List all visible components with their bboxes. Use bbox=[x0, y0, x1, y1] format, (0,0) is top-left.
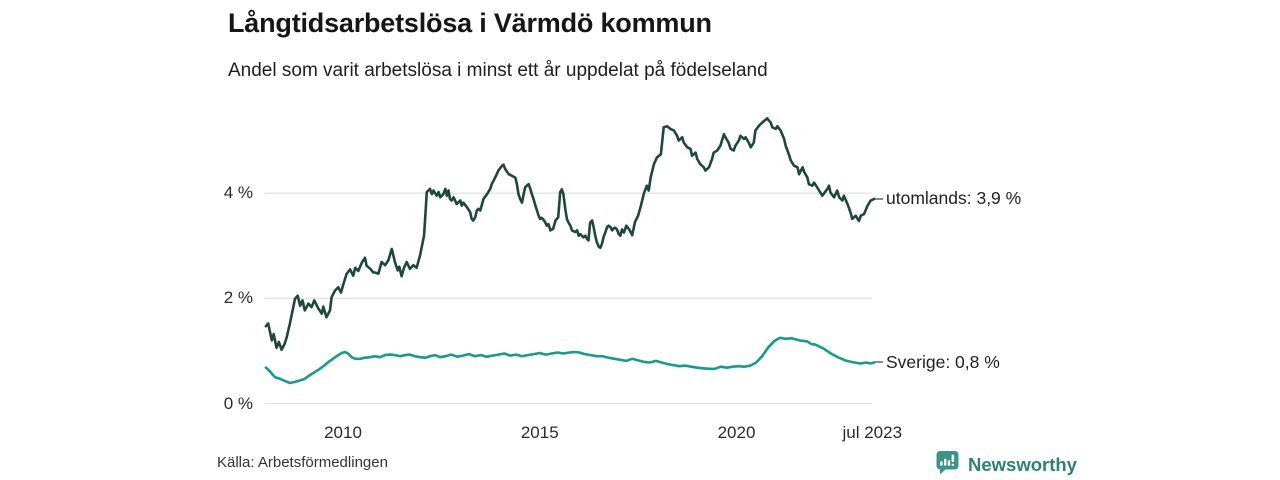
newsworthy-logo-icon bbox=[935, 450, 960, 480]
page-subtitle: Andel som varit arbetslösa i minst ett å… bbox=[228, 60, 768, 81]
source-note: Källa: Arbetsförmedlingen bbox=[217, 454, 388, 471]
x-tick-label: 2020 bbox=[717, 423, 756, 442]
y-tick-label: 2 % bbox=[223, 288, 253, 308]
x-tick-label: jul 2023 bbox=[842, 423, 903, 442]
series-label-text: utomlands: 3,9 % bbox=[886, 188, 1022, 209]
series-line-sverige bbox=[264, 336, 876, 385]
series-label-tick bbox=[875, 197, 883, 200]
x-tick-label: 2010 bbox=[324, 423, 362, 442]
y-tick-label: 4 % bbox=[223, 183, 253, 203]
y-tick-label: 0 % bbox=[223, 393, 253, 413]
page-title: Långtidsarbetslösa i Värmdö kommun bbox=[228, 8, 712, 38]
series-label-tick bbox=[875, 361, 883, 364]
x-tick-label: 2015 bbox=[520, 423, 559, 442]
series-label-utomlands: utomlands: 3,9 % bbox=[875, 188, 1021, 210]
series-line-utomlands bbox=[264, 117, 876, 352]
brand-name: Newsworthy bbox=[968, 454, 1077, 475]
series-label-sverige: Sverige: 0,8 % bbox=[875, 351, 1000, 373]
series-label-text: Sverige: 0,8 % bbox=[886, 351, 1000, 372]
newsworthy-brand: Newsworthy bbox=[935, 450, 1077, 480]
